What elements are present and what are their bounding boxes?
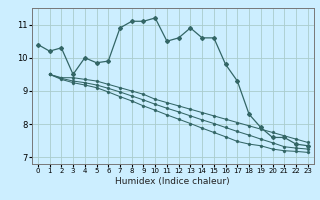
X-axis label: Humidex (Indice chaleur): Humidex (Indice chaleur) <box>116 177 230 186</box>
